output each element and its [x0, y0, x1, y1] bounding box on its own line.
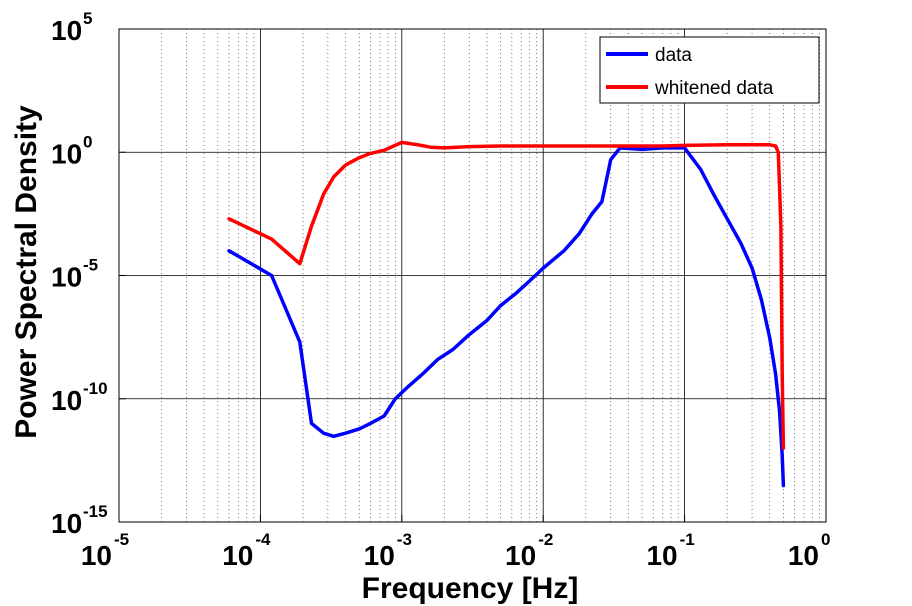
- x-tick-label-base: 10: [364, 540, 395, 571]
- major-grid: [119, 29, 826, 522]
- legend-box: [599, 36, 820, 104]
- x-tick-label-exponent: -2: [538, 530, 553, 549]
- x-tick-label: 10-1: [646, 530, 694, 571]
- y-tick-label: 10 -15: [51, 502, 108, 539]
- y-tick-label-exponent: -15: [83, 502, 108, 521]
- x-tick-label: 10-4: [222, 530, 271, 571]
- y-tick-label-base: 10: [51, 385, 82, 416]
- x-tick-label-base: 10: [788, 540, 819, 571]
- series-layer: [227, 140, 786, 488]
- y-tick-label-exponent: -10: [83, 379, 108, 398]
- y-tick-label: 10 -10: [51, 379, 108, 416]
- y-tick-label-base: 10: [51, 15, 82, 46]
- y-tick-label: 10 -5: [51, 256, 98, 293]
- y-tick-label: 10 0: [51, 132, 92, 169]
- y-tick-label-base: 10: [51, 508, 82, 539]
- x-tick-label-base: 10: [646, 540, 677, 571]
- x-tick-label-base: 10: [505, 540, 536, 571]
- legend[interactable]: data whitened data: [599, 36, 820, 104]
- legend-label-data: data: [655, 45, 692, 66]
- x-tick-label: 10-3: [364, 530, 412, 571]
- axis-ticks: [118, 28, 827, 523]
- series-line-data: [227, 146, 786, 488]
- x-tick-label-exponent: -5: [114, 530, 129, 549]
- legend-label-whitened-data: whitened data: [654, 78, 774, 99]
- x-tick-label-base: 10: [222, 540, 253, 571]
- y-tick-label-exponent: 5: [83, 9, 92, 28]
- x-tick-label-exponent: 0: [821, 530, 830, 549]
- plot-area: [118, 28, 827, 523]
- y-tick-label-exponent: -5: [83, 256, 98, 275]
- x-tick-label-exponent: -4: [255, 530, 271, 549]
- series-line-whitened-data: [227, 140, 786, 450]
- y-axis-label: Power Spectral Density: [10, 105, 43, 439]
- x-tick-label-base: 10: [81, 540, 112, 571]
- x-tick-label: 10-2: [505, 530, 553, 571]
- x-tick-label-exponent: -3: [397, 530, 412, 549]
- x-tick-label: 10-5: [81, 530, 129, 571]
- x-axis-label: Frequency [Hz]: [362, 572, 579, 605]
- y-tick-label-base: 10: [51, 138, 82, 169]
- x-tick-label-exponent: -1: [680, 530, 695, 549]
- y-tick-label: 10 5: [51, 9, 92, 46]
- x-tick-label: 100: [788, 530, 831, 571]
- y-tick-label-base: 10: [51, 262, 82, 293]
- y-tick-label-exponent: 0: [83, 132, 92, 151]
